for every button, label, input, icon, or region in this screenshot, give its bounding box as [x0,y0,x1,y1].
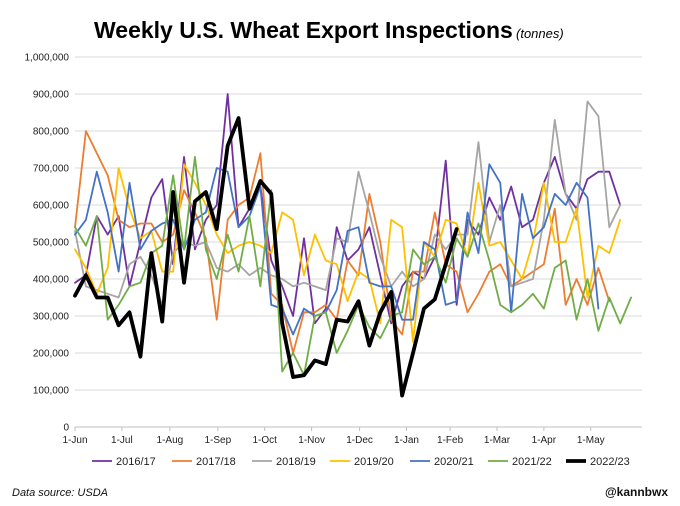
x-tick-label: 1-Nov [298,435,325,446]
series-line-2022-23 [73,116,459,398]
legend-label-2021-22: 2021/22 [512,456,552,468]
y-tick-label: 400,000 [33,275,70,286]
y-axis: 0 100,000 200,000 300,000 400,000 500,000 600,… [25,53,70,434]
x-tick-label: 1-Sep [204,435,231,446]
y-tick-label: 300,000 [33,312,70,323]
y-tick-label: 100,000 [33,386,70,397]
credit-handle: @kannbwx [605,485,668,499]
x-axis: 1-Jun 1-Jul 1-Aug 1-Sep 1-Oct 1-Nov 1-Dec 1-Jan… [62,427,605,446]
x-tick-label: 1-Feb [437,435,464,446]
y-tick-label: 600,000 [33,201,70,212]
data-source-note: Data source: USDA [12,487,108,499]
x-tick-label: 1-Jan [394,435,419,446]
y-tick-label: 0 [63,423,69,434]
y-tick-label: 800,000 [33,127,70,138]
y-tick-label: 500,000 [33,238,70,249]
y-tick-label: 200,000 [33,349,70,360]
legend-label-2018-19: 2018/19 [276,456,316,468]
series-line-2021-22 [74,155,632,377]
x-tick-label: 1-Mar [484,435,511,446]
y-tick-label: 700,000 [33,164,70,175]
x-tick-label: 1-Dec [346,435,373,446]
x-tick-label: 1-Apr [532,435,557,446]
x-tick-label: 1-May [577,435,605,446]
legend-label-2019-20: 2019/20 [354,456,394,468]
chart-title: Weekly U.S. Wheat Export Inspections [94,17,513,43]
chart-unit-label: (tonnes) [516,26,564,41]
x-tick-label: 1-Aug [157,435,184,446]
x-tick-label: 1-Jun [62,435,87,446]
series-lines [73,93,632,398]
legend-label-2020-21: 2020/21 [434,456,474,468]
x-tick-label: 1-Jul [111,435,133,446]
series-line-2020-21 [74,163,600,336]
legend: 2016/17 2017/18 2018/19 2019/20 2020/21 2021/… [92,456,630,468]
series-line-2017-18 [74,130,611,354]
x-tick-label: 1-Oct [253,435,278,446]
legend-label-2016-17: 2016/17 [116,456,156,468]
y-tick-label: 900,000 [33,90,70,101]
y-tick-label: 1,000,000 [25,53,70,64]
legend-label-2022-23: 2022/23 [590,456,630,468]
legend-label-2017-18: 2017/18 [196,456,236,468]
